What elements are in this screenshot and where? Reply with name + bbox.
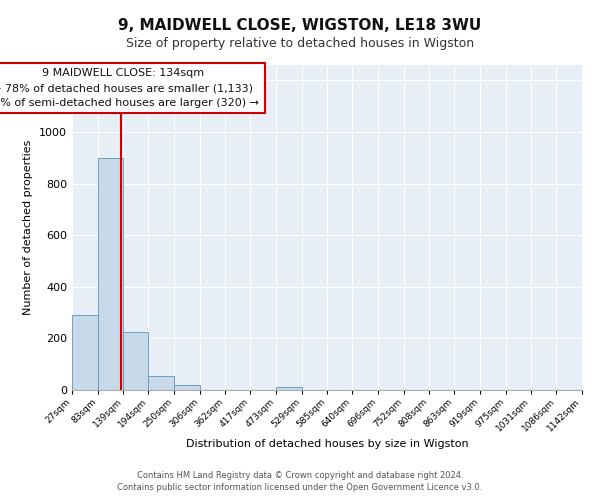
Text: Size of property relative to detached houses in Wigston: Size of property relative to detached ho…: [126, 38, 474, 51]
Y-axis label: Number of detached properties: Number of detached properties: [23, 140, 34, 315]
Bar: [72, 315, 98, 390]
Text: 9, MAIDWELL CLOSE, WIGSTON, LE18 3WU: 9, MAIDWELL CLOSE, WIGSTON, LE18 3WU: [118, 18, 482, 32]
Bar: [123, 332, 148, 390]
Bar: [148, 376, 174, 390]
Text: Contains public sector information licensed under the Open Government Licence v3: Contains public sector information licen…: [118, 484, 482, 492]
Text: Contains HM Land Registry data © Crown copyright and database right 2024.: Contains HM Land Registry data © Crown c…: [137, 471, 463, 480]
Bar: [276, 388, 302, 390]
Text: 9 MAIDWELL CLOSE: 134sqm
← 78% of detached houses are smaller (1,133)
22% of sem: 9 MAIDWELL CLOSE: 134sqm ← 78% of detach…: [0, 68, 260, 108]
Bar: [98, 158, 123, 390]
X-axis label: Distribution of detached houses by size in Wigston: Distribution of detached houses by size …: [185, 438, 469, 448]
Bar: [174, 385, 200, 390]
